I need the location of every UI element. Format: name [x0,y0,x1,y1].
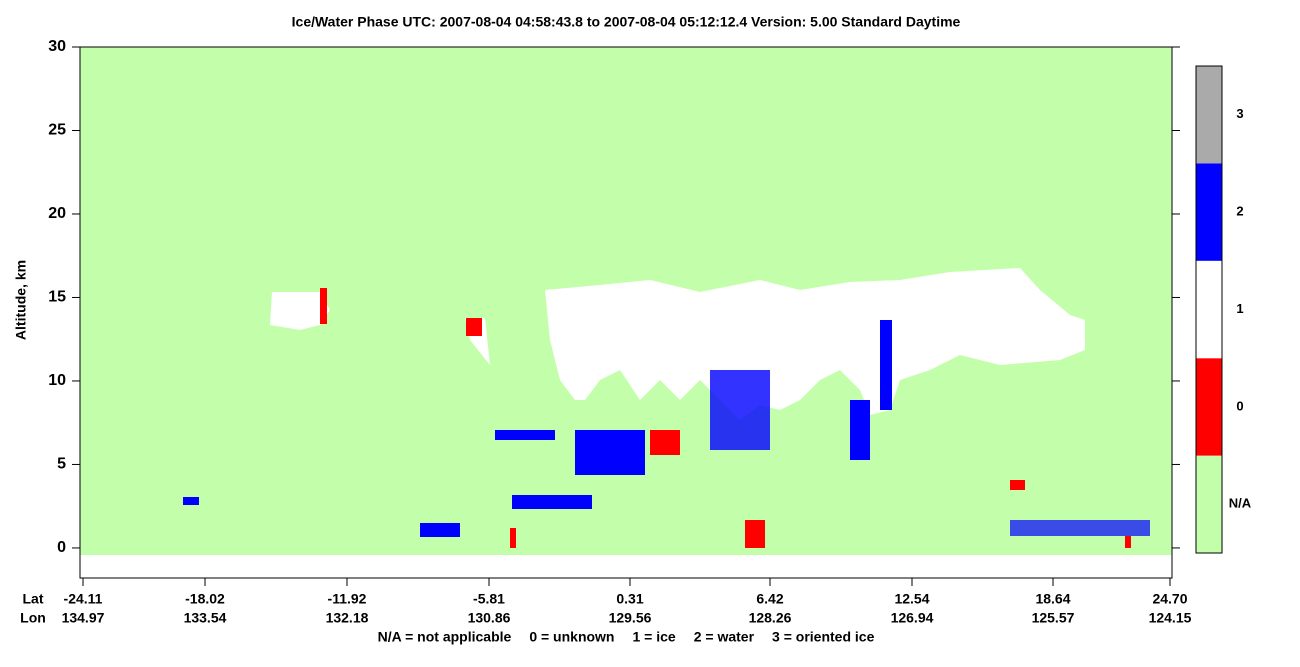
x-tick-label: 129.56 [609,610,652,626]
y-tick-label: 0 [57,539,66,556]
x-tick-label: 6.42 [756,591,783,607]
y-tick-label: 30 [48,38,66,55]
x-tick-label: 12.54 [894,591,929,607]
colorbar-label: N/A [1229,496,1252,511]
y-axis-label: Altitude, km [13,260,29,340]
x-tick-label: -24.11 [64,591,103,607]
colorbar-label: 3 [1236,106,1243,121]
y-tick-label: 5 [57,456,66,473]
colorbar-frame [1195,65,1223,554]
colorbar-segment [1196,260,1222,359]
y-tick-label: 10 [48,372,66,389]
chart-title: Ice/Water Phase UTC: 2007-08-04 04:58:43… [292,14,961,30]
y-tick-label: 20 [48,205,66,222]
x-tick-label: 128.26 [749,610,792,626]
cloud-layer [183,268,1150,548]
colorbar-label: 0 [1236,398,1243,413]
x-tick-label: 18.64 [1035,591,1070,607]
x-tick-label: 24.70 [1152,591,1187,607]
x-row-label: Lat [23,591,44,607]
x-tick-label: 132.18 [326,610,369,626]
x-tick-label: 125.57 [1032,610,1075,626]
key-entry: 3 = oriented ice [772,629,875,645]
x-tick-label: 133.54 [184,610,227,626]
y-tick-label: 25 [48,122,66,139]
x-tick-label: -5.81 [473,591,505,607]
x-tick-label: 130.86 [468,610,511,626]
colorbar-segment [1196,358,1222,456]
x-row-label: Lon [20,610,46,626]
colorbar-label: 1 [1236,301,1243,316]
x-tick-label: 126.94 [891,610,934,626]
key-entry: 2 = water [694,629,755,645]
colorbar-segment [1196,163,1222,261]
key-entry: N/A = not applicable [378,629,512,645]
colorbar-segment [1196,66,1222,164]
colorbar-label: 2 [1236,204,1243,219]
x-tick-label: 0.31 [616,591,643,607]
key-entry: 1 = ice [633,629,676,645]
x-tick-label: -11.92 [328,591,367,607]
y-tick-label: 15 [48,289,66,306]
x-tick-label: 124.15 [1149,610,1192,626]
x-tick-label: 134.97 [62,610,105,626]
plot-frame [79,46,1173,579]
colorbar-segment [1196,455,1222,553]
key-entry: 0 = unknown [529,629,614,645]
x-tick-label: -18.02 [185,591,225,607]
